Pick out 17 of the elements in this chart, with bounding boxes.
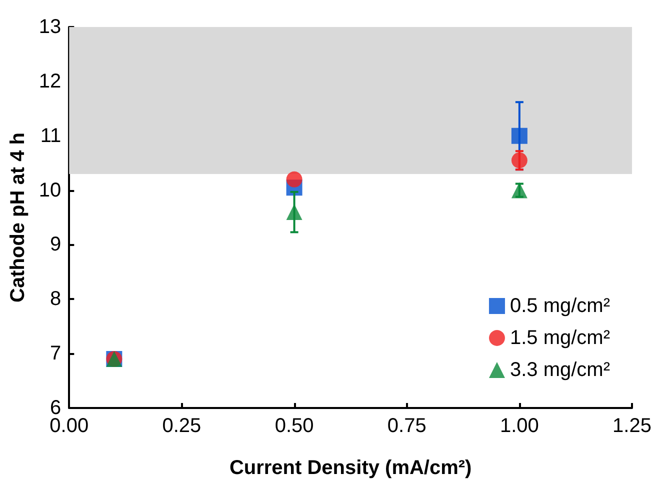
- y-tick-label: 10: [38, 179, 62, 202]
- legend-label: 3.3 mg/cm²: [510, 359, 610, 381]
- y-tick-label: 13: [38, 16, 62, 38]
- x-tick-label: 0.75: [387, 415, 426, 437]
- legend-label: 0.5 mg/cm²: [510, 295, 610, 317]
- legend-label: 1.5 mg/cm²: [510, 327, 610, 349]
- y-tick-label: 7: [50, 342, 62, 365]
- y-tick-label: 8: [50, 288, 62, 310]
- y-axis-title: Cathode pH at 4 h: [7, 132, 29, 303]
- y-tick-label: 9: [50, 234, 62, 256]
- y-tick-label: 11: [40, 124, 62, 147]
- x-tick-label: 0.50: [274, 415, 314, 437]
- x-axis-title: Current Density (mA/cm²): [229, 457, 472, 479]
- y-tick-label: 12: [38, 70, 62, 92]
- x-tick-label: 1.25: [612, 415, 652, 437]
- x-tick-label: 0.25: [162, 415, 202, 437]
- x-tick-label: 1.00: [500, 415, 539, 437]
